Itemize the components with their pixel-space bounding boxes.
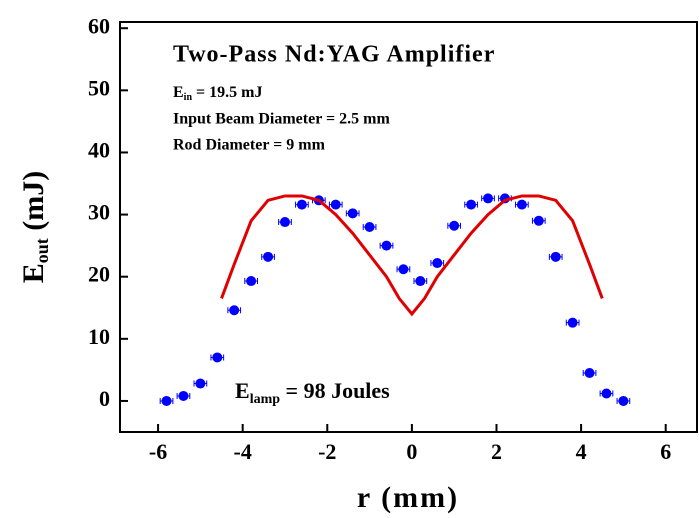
x-tick-label: -2 bbox=[318, 439, 336, 464]
x-tick-label: 6 bbox=[660, 439, 671, 464]
data-point bbox=[550, 251, 561, 262]
data-point bbox=[330, 199, 341, 210]
annotation: Rod Diameter = 9 mm bbox=[173, 137, 326, 154]
data-point bbox=[567, 317, 578, 328]
data-point bbox=[398, 264, 409, 275]
data-point bbox=[483, 193, 494, 204]
data-point bbox=[263, 251, 274, 262]
y-tick-label: 30 bbox=[88, 200, 110, 225]
y-tick-label: 50 bbox=[88, 75, 110, 100]
x-tick-label: 4 bbox=[576, 439, 587, 464]
data-point bbox=[161, 395, 172, 406]
x-tick-label: 0 bbox=[406, 439, 417, 464]
data-point bbox=[584, 367, 595, 378]
data-point bbox=[364, 222, 375, 232]
data-point bbox=[516, 199, 527, 210]
y-tick-label: 40 bbox=[88, 138, 110, 163]
chart-title: Two-Pass Nd:YAG Amplifier bbox=[173, 42, 495, 68]
data-point bbox=[601, 388, 612, 399]
data-point bbox=[195, 378, 206, 389]
data-point bbox=[279, 217, 290, 228]
x-tick-label: 2 bbox=[491, 439, 502, 464]
y-tick-label: 0 bbox=[99, 386, 110, 411]
data-point bbox=[246, 276, 257, 287]
x-tick-label: -4 bbox=[234, 439, 252, 464]
x-tick-label: -6 bbox=[149, 439, 167, 464]
data-point bbox=[347, 208, 358, 219]
y-tick-label: 60 bbox=[88, 13, 110, 38]
data-point bbox=[212, 352, 223, 363]
y-axis-label: Eout (mJ) bbox=[17, 171, 52, 284]
annotation: Ein = 19.5 mJ bbox=[173, 84, 262, 104]
data-point bbox=[415, 276, 426, 287]
data-point bbox=[229, 305, 240, 316]
x-axis-label: r (mm) bbox=[357, 481, 459, 514]
data-point bbox=[449, 220, 460, 231]
data-point bbox=[618, 395, 629, 406]
data-point bbox=[432, 258, 443, 269]
data-point bbox=[381, 240, 392, 251]
y-tick-label: 10 bbox=[88, 324, 110, 349]
annotation: Elamp = 98 Joules bbox=[235, 378, 390, 407]
y-tick-label: 20 bbox=[88, 262, 110, 287]
data-point bbox=[466, 199, 477, 210]
data-point bbox=[533, 215, 544, 226]
annotation: Input Beam Diameter = 2.5 mm bbox=[173, 111, 390, 128]
plot-frame bbox=[119, 21, 698, 433]
curve bbox=[220, 194, 604, 317]
data-point bbox=[178, 390, 189, 401]
data-point bbox=[296, 199, 307, 210]
